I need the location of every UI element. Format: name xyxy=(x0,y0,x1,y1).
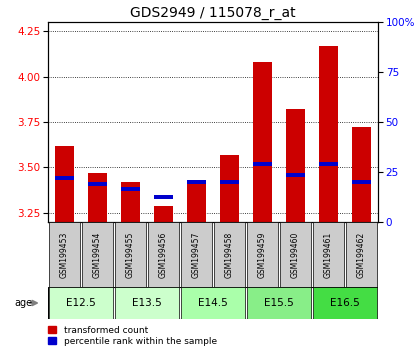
Bar xyxy=(121,187,140,191)
Bar xyxy=(154,206,173,222)
Bar xyxy=(286,109,305,222)
Bar xyxy=(187,182,206,222)
Bar xyxy=(88,173,107,222)
Text: GSM199457: GSM199457 xyxy=(192,231,201,278)
Text: E16.5: E16.5 xyxy=(330,298,360,308)
Text: GSM199458: GSM199458 xyxy=(225,232,234,278)
Text: GSM199462: GSM199462 xyxy=(357,232,366,278)
Bar xyxy=(286,173,305,177)
Bar xyxy=(154,195,173,199)
Bar xyxy=(55,145,74,222)
Bar xyxy=(346,222,377,287)
Bar xyxy=(82,222,113,287)
Text: E12.5: E12.5 xyxy=(66,298,96,308)
Bar xyxy=(319,162,338,166)
Bar xyxy=(312,222,344,287)
Bar xyxy=(115,222,146,287)
Text: age: age xyxy=(15,298,33,308)
Bar xyxy=(187,180,206,184)
Bar xyxy=(55,176,74,181)
Bar xyxy=(49,222,81,287)
Bar xyxy=(148,222,179,287)
Bar xyxy=(220,155,239,222)
Text: E13.5: E13.5 xyxy=(132,298,162,308)
Bar xyxy=(214,222,245,287)
Bar xyxy=(247,222,278,287)
Bar xyxy=(352,127,371,222)
Bar xyxy=(181,222,212,287)
Bar xyxy=(115,287,179,319)
Bar xyxy=(352,180,371,184)
Text: E14.5: E14.5 xyxy=(198,298,228,308)
Legend: transformed count, percentile rank within the sample: transformed count, percentile rank withi… xyxy=(49,326,217,346)
Bar xyxy=(319,46,338,222)
Text: GSM199459: GSM199459 xyxy=(258,231,267,278)
Bar xyxy=(312,287,377,319)
Bar xyxy=(253,62,272,222)
Bar xyxy=(88,182,107,186)
Bar xyxy=(280,222,311,287)
Text: GSM199454: GSM199454 xyxy=(93,231,102,278)
Text: GSM199455: GSM199455 xyxy=(126,231,135,278)
Text: GSM199456: GSM199456 xyxy=(159,231,168,278)
Text: GSM199453: GSM199453 xyxy=(60,231,69,278)
Bar xyxy=(253,162,272,166)
Title: GDS2949 / 115078_r_at: GDS2949 / 115078_r_at xyxy=(130,6,296,19)
Text: E15.5: E15.5 xyxy=(264,298,294,308)
Bar xyxy=(121,182,140,222)
Bar xyxy=(220,180,239,184)
Bar xyxy=(181,287,245,319)
Bar xyxy=(49,287,113,319)
Bar xyxy=(247,287,311,319)
Text: GSM199461: GSM199461 xyxy=(324,232,333,278)
Text: GSM199460: GSM199460 xyxy=(291,231,300,278)
